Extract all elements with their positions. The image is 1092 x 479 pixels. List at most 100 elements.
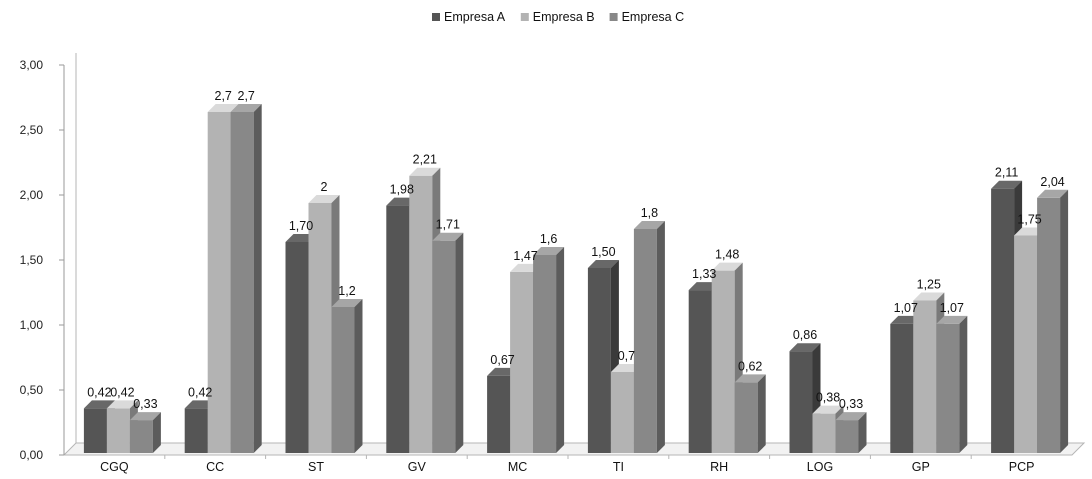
legend-swatch <box>520 13 529 21</box>
bar-front <box>331 307 355 453</box>
bar-top <box>991 180 1023 189</box>
bar-front <box>688 290 712 453</box>
x-tick-label: CC <box>206 460 224 474</box>
bar-top <box>308 195 340 203</box>
bar-front <box>991 188 1015 453</box>
x-tick-label: TI <box>613 460 624 474</box>
data-label: 1,48 <box>715 248 739 262</box>
data-label: 0,42 <box>110 385 134 399</box>
bar-front <box>409 175 433 453</box>
bar-front <box>913 300 937 453</box>
legend-swatch <box>432 13 440 21</box>
legend-label: Empresa A <box>444 10 506 24</box>
bar-front <box>734 382 758 453</box>
chart-labels: 0,420,420,330,422,7 2,71,7021,21,982,211,… <box>87 89 1065 411</box>
chart-bars <box>83 104 1069 454</box>
bar-front <box>285 242 309 453</box>
data-label: 1,2 <box>338 284 355 298</box>
bar-top <box>734 374 766 383</box>
data-label: 1,25 <box>917 278 941 292</box>
bar-front <box>633 229 657 453</box>
y-tick-label: 1,50 <box>20 253 44 267</box>
bar-front <box>230 112 254 453</box>
bar-top <box>711 262 743 271</box>
data-label: 2,7 <box>238 89 255 103</box>
bar-front <box>1014 235 1038 453</box>
bar-side <box>455 232 464 453</box>
data-label: 2,21 <box>413 153 437 167</box>
data-label: 2,11 <box>995 166 1018 180</box>
data-label: 1,6 <box>540 232 557 246</box>
data-label: 1,98 <box>390 183 414 197</box>
bar <box>331 299 363 453</box>
legend-swatch <box>609 13 618 21</box>
y-tick-label: 0,00 <box>20 448 44 462</box>
bar-front <box>207 112 231 453</box>
data-label: 0,42 <box>87 385 111 399</box>
bar-front <box>308 203 332 453</box>
bar-front <box>812 413 836 453</box>
bar-top <box>331 299 363 307</box>
bar-top <box>1037 189 1069 198</box>
bar-front <box>1037 197 1061 453</box>
bar-side <box>757 374 766 453</box>
bar-side <box>152 412 161 453</box>
bar-front <box>890 323 914 453</box>
bar-top <box>83 400 115 409</box>
data-label: 1,71 <box>436 218 460 232</box>
data-label: 0,33 <box>839 397 863 411</box>
bar-side <box>959 315 968 453</box>
y-tick-label: 0,50 <box>20 383 44 397</box>
bar-side <box>656 221 665 453</box>
x-tick-label: GV <box>408 460 427 474</box>
bar-front <box>184 408 208 453</box>
x-tick-label: ST <box>308 460 324 474</box>
bar <box>533 247 565 453</box>
data-label: 1,8 <box>641 206 658 220</box>
bar-front <box>83 408 107 453</box>
bar-side <box>253 104 262 453</box>
bar-front <box>386 205 410 453</box>
legend-label: Empresa B <box>533 10 595 24</box>
x-tick-label: LOG <box>807 460 833 474</box>
bar-top <box>432 232 464 241</box>
x-tick-label: GP <box>912 460 930 474</box>
bar-front <box>835 420 859 453</box>
bar-front <box>789 351 813 453</box>
legend-item: Empresa A <box>432 10 506 24</box>
bar-front <box>936 323 960 453</box>
bar-front <box>587 268 611 453</box>
data-label: 0,62 <box>738 359 762 373</box>
bar-top <box>913 292 945 301</box>
y-tick-label: 2,50 <box>20 123 44 137</box>
data-label: 1,07 <box>894 301 918 315</box>
bar <box>633 221 665 453</box>
bar-top <box>789 343 821 352</box>
data-label: 2,7 <box>215 89 232 103</box>
bar-front <box>533 255 557 453</box>
legend-item: Empresa C <box>609 10 685 24</box>
bar-front <box>711 270 735 453</box>
bar <box>734 374 766 453</box>
legend: Empresa A Empresa B Empresa C <box>432 10 684 24</box>
data-label: 2,04 <box>1040 175 1064 189</box>
y-tick-label: 2,00 <box>20 188 44 202</box>
bar-top <box>812 405 844 414</box>
x-tick-label: CGQ <box>100 460 129 474</box>
data-label: 1,75 <box>1017 213 1041 227</box>
bar-side <box>354 299 363 453</box>
data-label: 0,33 <box>133 397 157 411</box>
bar-front <box>610 372 634 453</box>
x-tick-label: RH <box>710 460 728 474</box>
legend-label: Empresa C <box>622 10 685 24</box>
data-label: 1,70 <box>289 219 313 233</box>
data-label: 0,67 <box>490 353 514 367</box>
data-label: 0,7 <box>618 349 635 363</box>
data-label: 1,33 <box>692 267 716 281</box>
data-label: 1,47 <box>513 249 537 263</box>
bar-front <box>106 408 130 453</box>
bar-top <box>409 167 441 176</box>
bar-front <box>487 375 511 453</box>
data-label: 1,07 <box>940 301 964 315</box>
